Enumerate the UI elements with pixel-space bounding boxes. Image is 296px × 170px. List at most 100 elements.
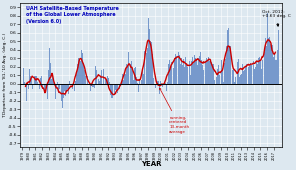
Bar	[102, 73, 103, 84]
Bar	[248, 67, 249, 84]
Bar	[151, 42, 152, 84]
Bar	[123, 80, 124, 84]
Bar	[155, 84, 156, 88]
Bar	[76, 71, 77, 84]
Bar	[212, 64, 213, 84]
Bar	[37, 82, 38, 84]
Bar	[257, 60, 258, 84]
Bar	[91, 84, 92, 86]
Bar	[176, 56, 177, 84]
Bar	[229, 47, 230, 84]
Bar	[67, 84, 68, 89]
Bar	[148, 18, 149, 84]
Bar	[217, 69, 218, 84]
Bar	[210, 61, 211, 84]
Bar	[159, 84, 160, 94]
Bar	[58, 84, 59, 93]
Bar	[181, 58, 182, 84]
Bar	[184, 67, 185, 84]
Bar	[228, 28, 229, 84]
Bar	[36, 76, 37, 84]
Bar	[38, 83, 39, 84]
Bar	[132, 71, 133, 84]
Bar	[267, 13, 268, 84]
Bar	[50, 63, 51, 84]
Bar	[75, 81, 76, 84]
Bar	[220, 80, 221, 84]
Bar	[236, 78, 237, 84]
Bar	[115, 84, 116, 90]
Bar	[124, 73, 125, 84]
Bar	[272, 45, 273, 84]
Bar	[247, 66, 248, 84]
Bar	[167, 82, 168, 84]
Bar	[130, 64, 131, 84]
Bar	[112, 84, 113, 98]
Bar	[198, 58, 199, 84]
Bar	[105, 78, 106, 84]
Bar	[225, 65, 226, 84]
Bar	[147, 48, 148, 84]
Bar	[22, 84, 23, 85]
Bar	[209, 57, 210, 84]
Bar	[201, 60, 202, 84]
Bar	[241, 70, 242, 84]
Bar	[120, 84, 121, 86]
Bar	[82, 53, 83, 84]
Bar	[196, 59, 197, 84]
Bar	[44, 84, 45, 91]
Bar	[156, 83, 157, 84]
Bar	[59, 84, 60, 89]
Bar	[26, 84, 27, 101]
Bar	[150, 41, 151, 84]
Bar	[134, 68, 135, 84]
Bar	[243, 71, 244, 84]
Bar	[183, 59, 184, 84]
Bar	[213, 64, 214, 84]
Bar	[174, 58, 175, 84]
Bar	[256, 61, 257, 84]
Bar	[86, 82, 87, 84]
Bar	[111, 84, 112, 98]
Bar	[77, 64, 78, 84]
Bar	[158, 81, 159, 84]
Bar	[99, 81, 100, 84]
Bar	[144, 51, 145, 84]
Bar	[45, 84, 46, 93]
Bar	[277, 50, 278, 84]
Bar	[57, 82, 58, 84]
Bar	[187, 67, 188, 84]
Bar	[125, 74, 126, 84]
Bar	[46, 84, 47, 87]
Bar	[226, 34, 227, 84]
Bar	[162, 84, 163, 87]
Bar	[110, 84, 111, 96]
Text: running,
centered
13-month
average: running, centered 13-month average	[160, 88, 189, 134]
Bar	[205, 63, 206, 84]
Bar	[207, 61, 208, 84]
Bar	[192, 57, 193, 84]
Bar	[34, 76, 35, 84]
Bar	[263, 59, 264, 84]
Bar	[200, 52, 201, 84]
Bar	[106, 81, 107, 84]
Bar	[261, 69, 262, 84]
Bar	[62, 84, 63, 108]
Bar	[171, 62, 172, 84]
Bar	[195, 58, 196, 84]
Bar	[126, 64, 127, 84]
Bar	[222, 70, 223, 84]
Bar	[153, 79, 154, 84]
Bar	[42, 84, 43, 89]
Bar	[227, 30, 228, 84]
Bar	[224, 63, 225, 84]
Bar	[182, 65, 183, 84]
Bar	[169, 60, 170, 84]
Bar	[265, 38, 266, 84]
Bar	[152, 54, 153, 84]
Bar	[264, 52, 265, 84]
Bar	[234, 82, 235, 84]
Bar	[96, 70, 97, 84]
Bar	[94, 84, 95, 88]
Bar	[193, 63, 194, 84]
